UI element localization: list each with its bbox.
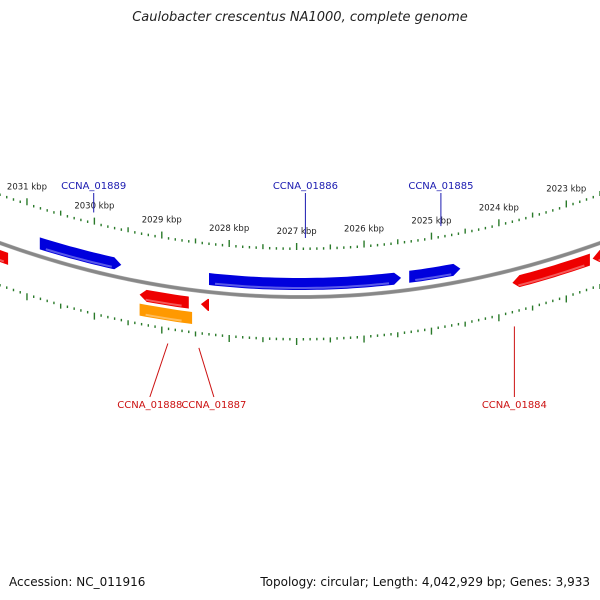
gene-label-ccna_01889[interactable]: CCNA_01889 [61,181,126,192]
gene-labels[interactable]: CCNA_01889 CCNA_01886 CCNA_01885 CCNA_01888… [61,181,547,411]
ruler-labels: 2031 kbp 2030 kbp 2029 kbp 2028 kbp 2027 kbp… [7,182,586,237]
gene-label-ccna_01885[interactable]: CCNA_01885 [408,181,473,192]
gene-feature-ccna_01890[interactable] [0,223,9,265]
gene-label-line [149,343,169,398]
ruler-label: 2028 kbp [209,224,249,234]
backbone-line [0,241,600,299]
genome-backbone [0,240,600,300]
outer-tick-ring [0,191,600,250]
gene-label-ccna_01887[interactable]: CCNA_01887 [181,400,246,411]
accession-text: Accession: NC_011916 [9,575,146,589]
ruler-label: 2024 kbp [479,203,519,213]
ruler-label: 2023 kbp [546,184,586,194]
ruler-label: 2025 kbp [411,217,451,227]
ruler-label: 2029 kbp [142,216,182,226]
gene-feature-shine [415,273,452,281]
gene-feature-ccna_01887[interactable] [200,298,209,311]
gene-feature-ccna_01884[interactable] [512,253,590,288]
gene-feature-shine [45,248,113,268]
map-title: Caulobacter crescentus NA1000, complete … [132,10,468,25]
inner-tick-ring [0,284,600,345]
gene-feature-shine [214,282,390,289]
gene-label-ccna_01886[interactable]: CCNA_01886 [273,181,338,192]
gene-label-ccna_01884[interactable]: CCNA_01884 [482,400,547,411]
gene-feature-ccna_01886[interactable] [209,272,402,290]
gene-feature-ccna_01889[interactable] [39,237,122,270]
gene-feature-ccna_01888_rna[interactable] [139,303,193,324]
gene-feature-shine [518,264,585,287]
ruler-label: 2031 kbp [7,182,47,192]
ruler-label: 2030 kbp [74,202,114,212]
gene-feature-shine [145,313,182,322]
gene-label-line [198,347,215,398]
gene-feature-shine [145,298,182,307]
ruler-label: 2027 kbp [277,227,317,237]
gene-feature-ccna_01888[interactable] [139,289,189,309]
gene-feature-ccna_01883[interactable] [592,223,600,263]
gene-feature-ccna_01885[interactable] [409,263,461,283]
summary-text: Topology: circular; Length: 4,042,929 bp… [260,575,590,589]
gene-label-ccna_01888[interactable]: CCNA_01888 [117,400,182,411]
ruler-label: 2026 kbp [344,225,384,235]
gene-features[interactable] [0,223,600,324]
